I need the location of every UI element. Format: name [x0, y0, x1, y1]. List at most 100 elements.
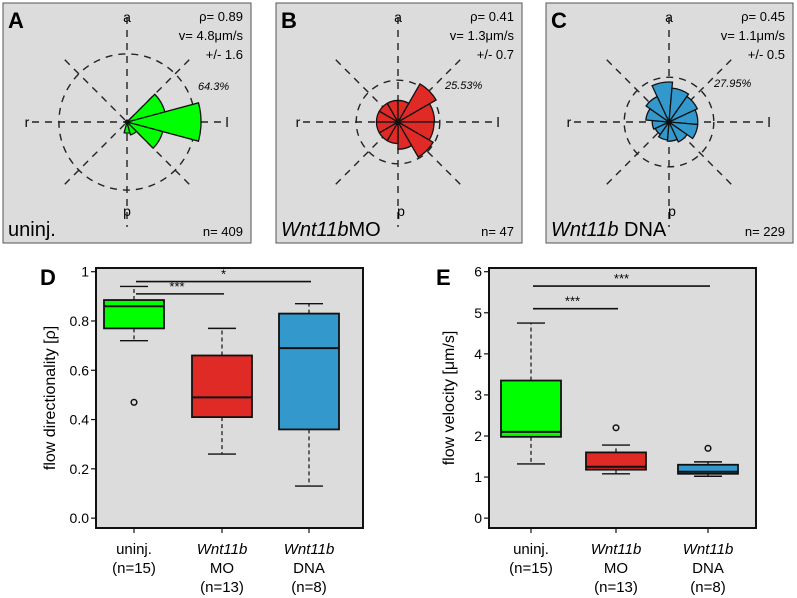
velocity-label: v= 4.8μm/s: [179, 28, 244, 43]
axis-label-a: a: [123, 9, 131, 25]
box-iqr: [500, 379, 562, 438]
rose-wedge: [124, 102, 202, 142]
panel-label: B: [281, 8, 297, 33]
box-0: [500, 322, 562, 465]
rho-label: ρ= 0.41: [470, 9, 514, 24]
rho-label: ρ= 0.89: [199, 9, 243, 24]
x-tick-label-text: (n=15): [112, 560, 156, 577]
y-tick-label: 5: [474, 305, 482, 321]
x-tick-label-italic: Wnt11b: [683, 541, 734, 558]
axis-diagonal: [606, 59, 732, 185]
y-tick-label: 0: [474, 510, 482, 526]
rose-wedge: [396, 120, 434, 158]
boxplot-panel-e: E 0 1 2 3 4 5 6 flow velocity [μm/s] uninj. (n=15)…: [436, 264, 757, 596]
x-tick-label: uninj.: [513, 541, 549, 558]
x-tick-label-text: uninj.: [513, 541, 549, 558]
box-2: [278, 303, 340, 487]
rose-wedge: [666, 119, 678, 142]
sd-label: +/- 0.5: [748, 47, 785, 62]
box-iqr: [103, 299, 165, 330]
panel-label: D: [40, 265, 56, 290]
axis-label-r: r: [296, 114, 301, 130]
outlier-point: [704, 444, 712, 452]
y-axis-title: flow velocity [μm/s]: [441, 331, 458, 466]
condition-label: uninj.: [8, 219, 56, 241]
axis-label-a: a: [394, 9, 402, 25]
x-tick-label-text: (n=15): [509, 560, 553, 577]
rose-wedge: [667, 120, 688, 143]
x-tick-label: (n=8): [291, 579, 326, 596]
velocity-label: v= 1.1μm/s: [721, 28, 786, 43]
max-percent-label: 27.95%: [713, 78, 752, 90]
box-iqr: [278, 312, 340, 431]
x-tick-label-italic: Wnt11b: [197, 541, 248, 558]
axis-label-p: p: [123, 203, 131, 219]
box-iqr: [191, 354, 253, 418]
x-tick-label-text: DNA: [293, 560, 325, 577]
rose-wedge: [124, 93, 166, 124]
panel-label: A: [8, 8, 24, 33]
x-tick-label-italic: Wnt11b: [284, 541, 335, 558]
box-1: [585, 424, 647, 475]
y-tick-label: 1: [81, 264, 89, 280]
x-tick-label: Wnt11b: [284, 541, 335, 558]
axis-diagonal: [64, 59, 190, 185]
rose-wedge: [397, 119, 413, 150]
outlier-point: [612, 424, 620, 432]
rose-wedge: [397, 99, 410, 125]
condition-label: Wnt11bMO: [281, 219, 381, 241]
axis-label-l: l: [225, 114, 228, 130]
y-tick-label: 0.0: [70, 510, 90, 526]
x-tick-label-text: MO: [604, 560, 628, 577]
rose-wedge: [666, 121, 699, 140]
rose-center: [124, 119, 130, 125]
rose-center: [666, 119, 672, 125]
box-0: [103, 285, 165, 406]
x-tick-label-text: (n=13): [200, 579, 244, 596]
axis-diagonal: [335, 59, 461, 185]
boxplot-panel-d: D 0.0 0.2 0.4 0.6 0.8 1 flow directionality [ρ]…: [40, 264, 364, 596]
box-iqr: [677, 463, 739, 475]
sd-label: +/- 1.6: [206, 47, 243, 62]
x-tick-label: DNA: [293, 560, 325, 577]
y-tick-label: 0.4: [70, 412, 90, 428]
n-label: n= 409: [203, 224, 243, 239]
x-tick-label: Wnt11b: [197, 541, 248, 558]
y-tick-label: 0.2: [70, 461, 90, 477]
axis-label-l: l: [767, 114, 770, 130]
condition-italic: Wnt11b: [281, 219, 348, 241]
y-tick-label: 2: [474, 428, 482, 444]
condition-rest: DNA: [618, 219, 666, 241]
x-tick-label: Wnt11b: [683, 541, 734, 558]
box-1: [191, 327, 253, 455]
condition-rest: MO: [348, 219, 380, 241]
n-label: n= 47: [481, 224, 514, 239]
sd-label: +/- 0.7: [477, 47, 514, 62]
max-percent-label: 64.3%: [198, 81, 229, 93]
box-iqr: [585, 451, 647, 471]
x-tick-label-text: (n=8): [291, 579, 326, 596]
significance-label: ***: [565, 294, 580, 309]
y-tick-label: 0.6: [70, 362, 90, 378]
x-tick-label: (n=8): [690, 579, 725, 596]
y-tick-label: 0.8: [70, 313, 90, 329]
rose-wedge: [651, 81, 674, 125]
y-tick-label: 4: [474, 346, 482, 362]
rose-wedge: [125, 119, 138, 136]
x-tick-label-text: MO: [210, 560, 234, 577]
significance-label: *: [221, 267, 226, 282]
rose-center: [395, 119, 401, 125]
reference-ring: [355, 79, 441, 165]
x-tick-label: MO: [604, 560, 628, 577]
y-tick-label: 3: [474, 387, 482, 403]
y-axis-title: flow directionality [ρ]: [42, 326, 59, 470]
axis-diagonal: [606, 59, 732, 185]
y-tick-label: 6: [474, 264, 482, 280]
condition-italic: Wnt11b: [551, 219, 618, 241]
x-tick-label-text: uninj.: [116, 541, 152, 558]
rose-wedge: [645, 95, 671, 124]
